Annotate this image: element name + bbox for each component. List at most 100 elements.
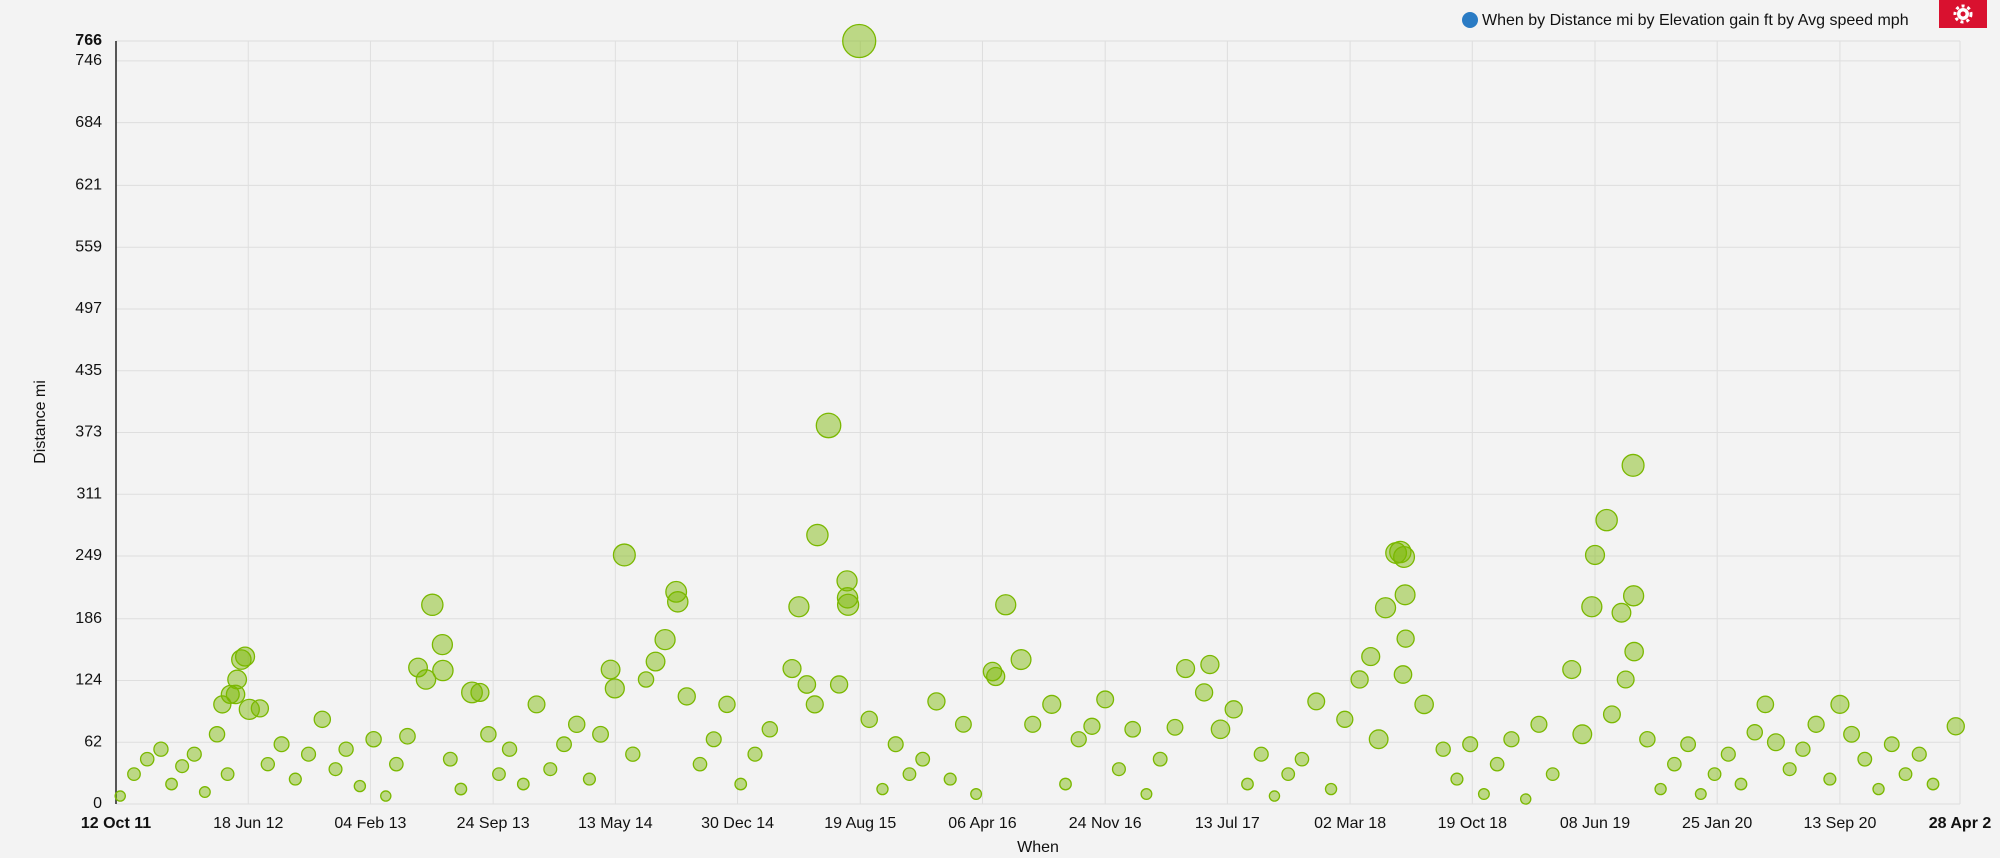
y-tick-label: 684 (75, 114, 102, 131)
bubble (1602, 705, 1621, 724)
bubble (1124, 720, 1142, 738)
bubble (1166, 718, 1184, 736)
bubble (1210, 719, 1231, 740)
bubble (1070, 731, 1087, 748)
bubble (208, 726, 226, 743)
bubble (1823, 772, 1837, 786)
bubble (1435, 741, 1451, 757)
bubble (1624, 641, 1644, 662)
bubble (982, 661, 1003, 682)
x-tick-label: 24 Sep 13 (457, 815, 530, 832)
bubble (612, 543, 636, 567)
bubble (516, 777, 530, 791)
y-tick-label: 766 (75, 32, 102, 49)
bubble (1654, 782, 1667, 796)
y-tick-label: 311 (76, 485, 102, 502)
bubble (198, 786, 211, 799)
bubble (1268, 790, 1281, 802)
bubble (1883, 736, 1900, 753)
settings-button[interactable] (1939, 0, 1987, 28)
bubble (231, 649, 252, 670)
bubble (836, 570, 858, 592)
bubble (1096, 690, 1115, 709)
bubble (313, 710, 332, 729)
bubble (902, 767, 917, 782)
bubble (1707, 767, 1722, 782)
bubble (1194, 683, 1214, 702)
bubble (1843, 725, 1861, 743)
bubble (1111, 762, 1126, 777)
bubble (1616, 670, 1635, 689)
bubble (153, 741, 169, 757)
bubble (1545, 767, 1560, 782)
y-axis-label: Distance mi (32, 380, 49, 464)
bubble (1807, 715, 1825, 733)
bubble (421, 593, 444, 617)
bubble (1639, 730, 1656, 748)
bubble (527, 695, 546, 714)
bubble (876, 782, 889, 796)
bubble (1572, 724, 1593, 745)
bubble (604, 678, 625, 699)
x-tick-label: 30 Dec 14 (701, 815, 774, 832)
bubble (501, 741, 518, 757)
bubble (1734, 777, 1748, 791)
bubble (227, 669, 248, 690)
bubble (718, 695, 736, 714)
legend-marker (1462, 12, 1478, 28)
x-tick-label: 24 Nov 16 (1069, 815, 1142, 832)
gear-hole[interactable] (1960, 11, 1966, 17)
y-tick-label: 497 (75, 300, 102, 317)
bubble (943, 772, 957, 786)
bubble (1795, 741, 1811, 757)
bubble (234, 646, 256, 667)
x-tick-label: 06 Apr 16 (948, 815, 1017, 832)
x-tick-label: 13 May 14 (578, 815, 653, 832)
bubble (175, 759, 190, 774)
bubble (592, 725, 610, 743)
bubble (338, 741, 354, 757)
bubble (1394, 584, 1416, 606)
bubble (480, 726, 497, 743)
bubble (1152, 751, 1168, 767)
y-tick-label: 559 (75, 238, 102, 255)
bubble (1024, 715, 1042, 733)
bubble (1059, 777, 1072, 791)
bubble (788, 596, 810, 618)
bubble (543, 762, 558, 777)
bubble (1782, 762, 1797, 777)
bubble (705, 731, 722, 748)
bubble (1667, 756, 1682, 772)
bubble (1622, 585, 1645, 607)
bubble (1393, 665, 1413, 684)
bubble (1450, 772, 1464, 786)
bubble (1462, 736, 1479, 753)
bubble (1241, 777, 1254, 791)
bubble (1010, 649, 1032, 671)
bubble (645, 651, 666, 672)
bubble (625, 746, 641, 762)
bubble (220, 767, 235, 782)
bubble (1898, 767, 1913, 782)
bubble (1368, 729, 1389, 750)
gear-teeth[interactable] (1953, 4, 1973, 24)
bubble (582, 772, 597, 786)
bubble (1253, 746, 1269, 762)
y-tick-label: 746 (75, 52, 102, 69)
x-tick-label: 04 Feb 13 (334, 815, 406, 832)
y-tick-label: 0 (93, 795, 102, 812)
bubble (970, 788, 983, 801)
bubble (328, 762, 343, 777)
bubble (1503, 731, 1520, 748)
bubble (1694, 788, 1707, 801)
bubble (1350, 670, 1369, 689)
bubble (139, 751, 155, 767)
bubble (470, 682, 490, 703)
bubble (666, 591, 689, 613)
bubble (415, 669, 437, 690)
bubble (887, 736, 904, 753)
y-tick-label: 124 (75, 672, 102, 689)
bubble (815, 412, 842, 439)
